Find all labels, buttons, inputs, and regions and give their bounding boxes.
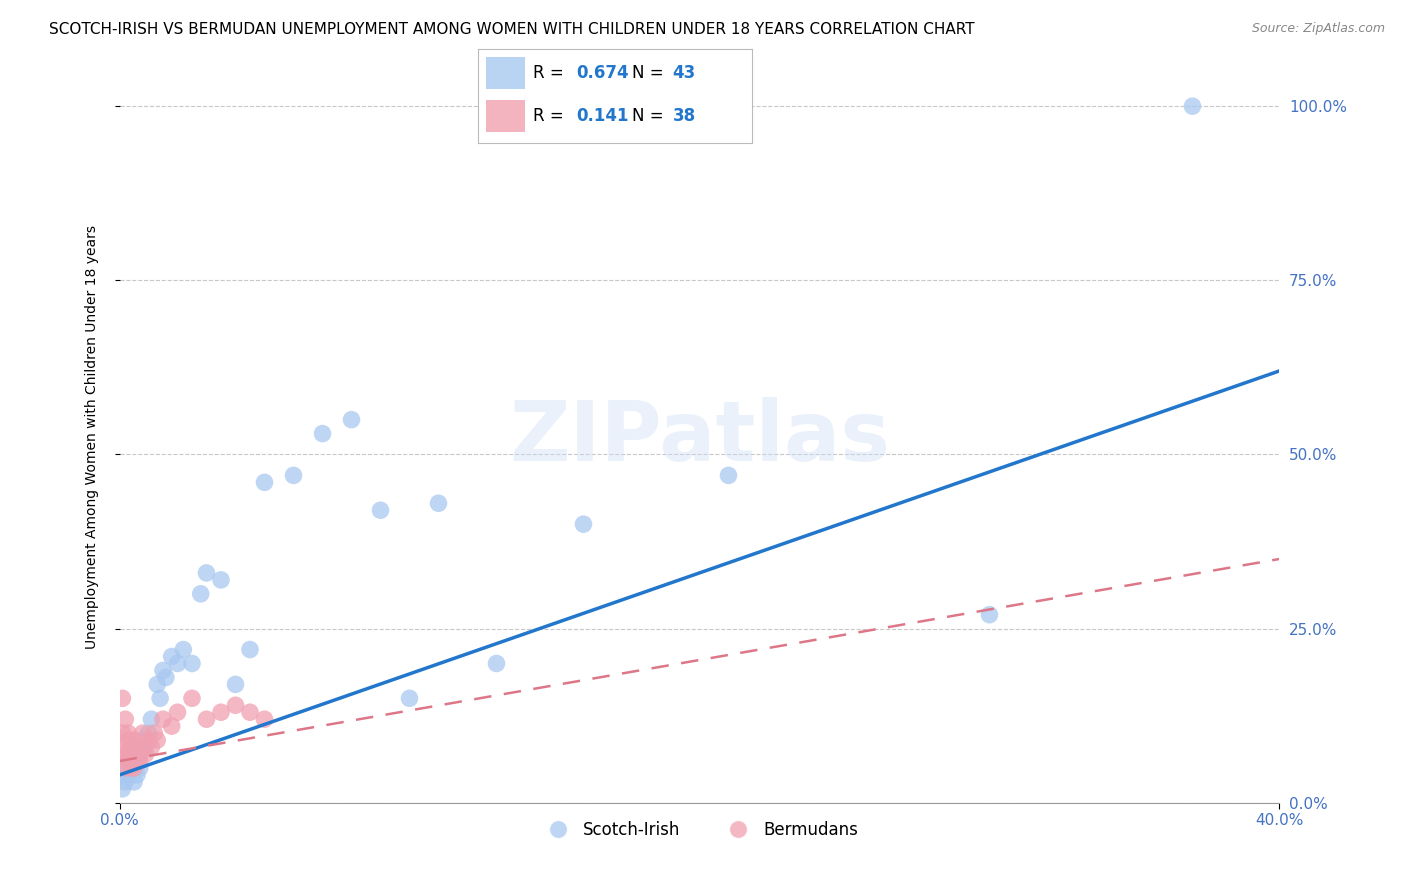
Point bbox=[135, 740, 157, 755]
Point bbox=[132, 726, 155, 740]
Point bbox=[114, 740, 136, 755]
Point bbox=[283, 468, 305, 483]
Bar bbox=[486, 100, 524, 132]
Text: R =: R = bbox=[533, 64, 569, 82]
Point bbox=[225, 677, 247, 691]
Point bbox=[128, 761, 150, 775]
Point bbox=[117, 754, 139, 768]
Text: N =: N = bbox=[631, 64, 668, 82]
Point bbox=[117, 733, 139, 747]
Point bbox=[239, 705, 262, 719]
Point bbox=[111, 768, 134, 782]
Point bbox=[120, 761, 142, 775]
Text: SCOTCH-IRISH VS BERMUDAN UNEMPLOYMENT AMONG WOMEN WITH CHILDREN UNDER 18 YEARS C: SCOTCH-IRISH VS BERMUDAN UNEMPLOYMENT AM… bbox=[49, 22, 974, 37]
Point bbox=[128, 747, 150, 761]
Text: Source: ZipAtlas.com: Source: ZipAtlas.com bbox=[1251, 22, 1385, 36]
Point bbox=[138, 733, 160, 747]
Text: 38: 38 bbox=[672, 107, 696, 125]
Point bbox=[166, 705, 188, 719]
Point bbox=[122, 754, 145, 768]
Point bbox=[122, 740, 145, 755]
Point bbox=[125, 768, 148, 782]
Point bbox=[209, 573, 232, 587]
Point bbox=[172, 642, 194, 657]
Point bbox=[149, 691, 172, 706]
Point bbox=[181, 691, 204, 706]
Point bbox=[122, 747, 145, 761]
Point bbox=[132, 740, 155, 755]
Point bbox=[152, 664, 174, 678]
Point bbox=[135, 747, 157, 761]
Point bbox=[146, 677, 169, 691]
Point bbox=[340, 412, 363, 426]
Point bbox=[120, 740, 142, 755]
Point bbox=[138, 726, 160, 740]
Point bbox=[152, 712, 174, 726]
Bar bbox=[486, 56, 524, 89]
Point bbox=[111, 781, 134, 796]
Point bbox=[311, 426, 333, 441]
Point bbox=[114, 712, 136, 726]
Point bbox=[181, 657, 204, 671]
Point bbox=[979, 607, 1001, 622]
Point bbox=[253, 475, 276, 490]
Point bbox=[572, 517, 595, 532]
Point bbox=[125, 754, 148, 768]
Point bbox=[128, 754, 150, 768]
Point bbox=[141, 712, 163, 726]
Point bbox=[117, 754, 139, 768]
Point bbox=[398, 691, 420, 706]
Point bbox=[717, 468, 740, 483]
Point bbox=[370, 503, 392, 517]
Point bbox=[155, 670, 177, 684]
Point bbox=[120, 754, 142, 768]
Point bbox=[117, 747, 139, 761]
Point bbox=[225, 698, 247, 713]
Point bbox=[166, 657, 188, 671]
Point bbox=[111, 691, 134, 706]
Point bbox=[427, 496, 450, 510]
Point bbox=[209, 705, 232, 719]
Point bbox=[114, 761, 136, 775]
Point bbox=[141, 740, 163, 755]
Point bbox=[111, 747, 134, 761]
Point bbox=[122, 761, 145, 775]
Point bbox=[122, 775, 145, 789]
Point bbox=[114, 775, 136, 789]
Point bbox=[117, 768, 139, 782]
Point bbox=[128, 747, 150, 761]
Point bbox=[125, 754, 148, 768]
Point bbox=[117, 726, 139, 740]
Text: 43: 43 bbox=[672, 64, 696, 82]
Point bbox=[125, 740, 148, 755]
Text: R =: R = bbox=[533, 107, 569, 125]
Point bbox=[120, 747, 142, 761]
Point bbox=[190, 587, 212, 601]
Point bbox=[111, 726, 134, 740]
Point bbox=[114, 761, 136, 775]
Point bbox=[122, 733, 145, 747]
Point bbox=[146, 733, 169, 747]
Point bbox=[195, 712, 218, 726]
Point bbox=[195, 566, 218, 580]
Point bbox=[239, 642, 262, 657]
Point bbox=[160, 719, 183, 733]
Point bbox=[160, 649, 183, 664]
Point bbox=[132, 733, 155, 747]
Text: ZIPatlas: ZIPatlas bbox=[509, 397, 890, 477]
Text: N =: N = bbox=[631, 107, 668, 125]
Point bbox=[485, 657, 508, 671]
Text: 0.141: 0.141 bbox=[576, 107, 630, 125]
Point bbox=[120, 761, 142, 775]
Point bbox=[143, 726, 166, 740]
Text: 0.674: 0.674 bbox=[576, 64, 630, 82]
Point bbox=[253, 712, 276, 726]
Y-axis label: Unemployment Among Women with Children Under 18 years: Unemployment Among Women with Children U… bbox=[84, 225, 98, 649]
Legend: Scotch-Irish, Bermudans: Scotch-Irish, Bermudans bbox=[534, 814, 865, 846]
Point bbox=[125, 747, 148, 761]
Point bbox=[1181, 99, 1204, 113]
